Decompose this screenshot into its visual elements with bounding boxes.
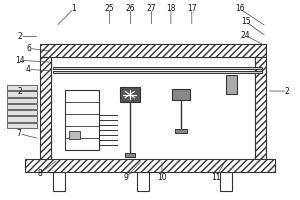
Text: 26: 26 bbox=[126, 4, 135, 13]
Text: 24: 24 bbox=[241, 31, 250, 40]
Text: 27: 27 bbox=[147, 4, 156, 13]
Text: 11: 11 bbox=[211, 173, 220, 182]
Bar bbox=[65, 90, 99, 150]
Text: 2: 2 bbox=[18, 32, 22, 41]
Text: 15: 15 bbox=[241, 17, 250, 26]
Text: 4: 4 bbox=[26, 65, 31, 74]
Text: 1: 1 bbox=[71, 4, 76, 13]
Bar bbox=[7, 85, 37, 90]
Text: 6: 6 bbox=[27, 44, 32, 53]
Bar bbox=[136, 171, 148, 191]
Bar bbox=[254, 57, 266, 160]
Bar bbox=[40, 44, 266, 57]
Bar bbox=[69, 131, 80, 139]
Text: 18: 18 bbox=[166, 4, 176, 13]
Bar bbox=[226, 75, 238, 94]
Bar bbox=[53, 71, 262, 73]
Bar bbox=[176, 129, 187, 133]
Text: 2: 2 bbox=[18, 87, 22, 96]
Bar bbox=[52, 57, 254, 160]
Text: 25: 25 bbox=[105, 4, 115, 13]
Bar bbox=[7, 98, 37, 103]
Bar bbox=[120, 87, 140, 102]
Text: 2: 2 bbox=[285, 87, 290, 96]
Bar bbox=[53, 67, 262, 69]
Text: 7: 7 bbox=[17, 129, 22, 138]
Bar bbox=[220, 171, 232, 191]
Text: 17: 17 bbox=[187, 4, 196, 13]
Text: 9: 9 bbox=[124, 173, 128, 182]
Bar bbox=[25, 159, 275, 171]
Bar bbox=[172, 89, 190, 100]
Text: 8: 8 bbox=[37, 169, 42, 178]
Bar bbox=[7, 123, 37, 128]
Bar bbox=[7, 110, 37, 115]
Bar bbox=[124, 153, 135, 157]
Bar bbox=[53, 171, 65, 191]
Bar bbox=[40, 57, 52, 160]
Bar bbox=[7, 104, 37, 109]
Bar bbox=[7, 116, 37, 122]
Bar bbox=[7, 91, 37, 97]
Text: 14: 14 bbox=[15, 56, 25, 65]
Text: 16: 16 bbox=[235, 4, 244, 13]
Text: 10: 10 bbox=[157, 173, 167, 182]
